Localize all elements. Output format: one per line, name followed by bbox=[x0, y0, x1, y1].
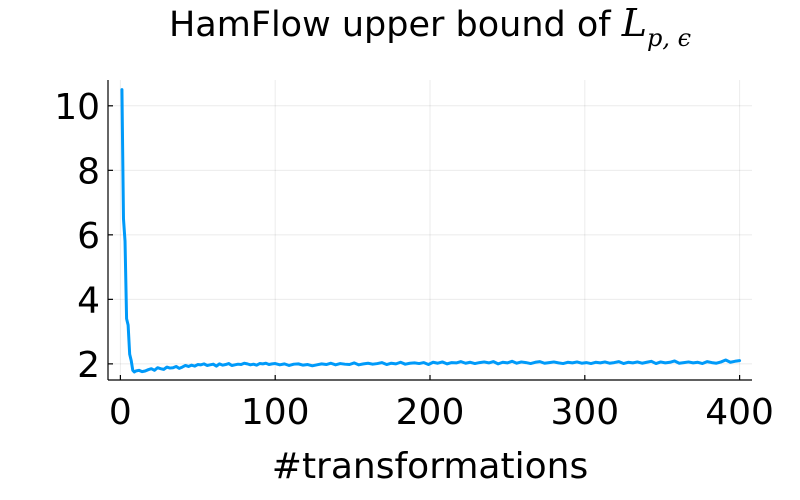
x-tick-labels: 0 100 200 300 400 bbox=[109, 392, 774, 433]
axes bbox=[107, 80, 752, 381]
chart-title-math-sub: p, ϵ bbox=[647, 24, 691, 52]
y-tick-label-8: 8 bbox=[77, 151, 100, 192]
x-tick-label-400: 400 bbox=[705, 392, 774, 433]
x-tick-label-0: 0 bbox=[109, 392, 132, 433]
y-tick-label-2: 2 bbox=[77, 345, 100, 386]
x-tick-label-200: 200 bbox=[396, 392, 465, 433]
y-tick-label-4: 4 bbox=[77, 280, 100, 321]
series-line-0 bbox=[120, 88, 742, 374]
chart-title-math-base: L bbox=[621, 1, 647, 45]
y-tick-labels: 2 4 6 8 10 bbox=[54, 87, 100, 386]
series-group bbox=[120, 88, 742, 374]
x-axis-label: #transformations bbox=[272, 446, 588, 487]
x-tick-label-300: 300 bbox=[550, 392, 619, 433]
x-tick-label-100: 100 bbox=[241, 392, 310, 433]
chart-title-text: HamFlow upper bound of bbox=[169, 5, 622, 45]
grid-lines bbox=[108, 80, 752, 380]
y-tick-label-6: 6 bbox=[77, 216, 100, 257]
chart-title: HamFlow upper bound of Lp, ϵ bbox=[169, 1, 691, 52]
y-tick-label-10: 10 bbox=[54, 87, 100, 128]
